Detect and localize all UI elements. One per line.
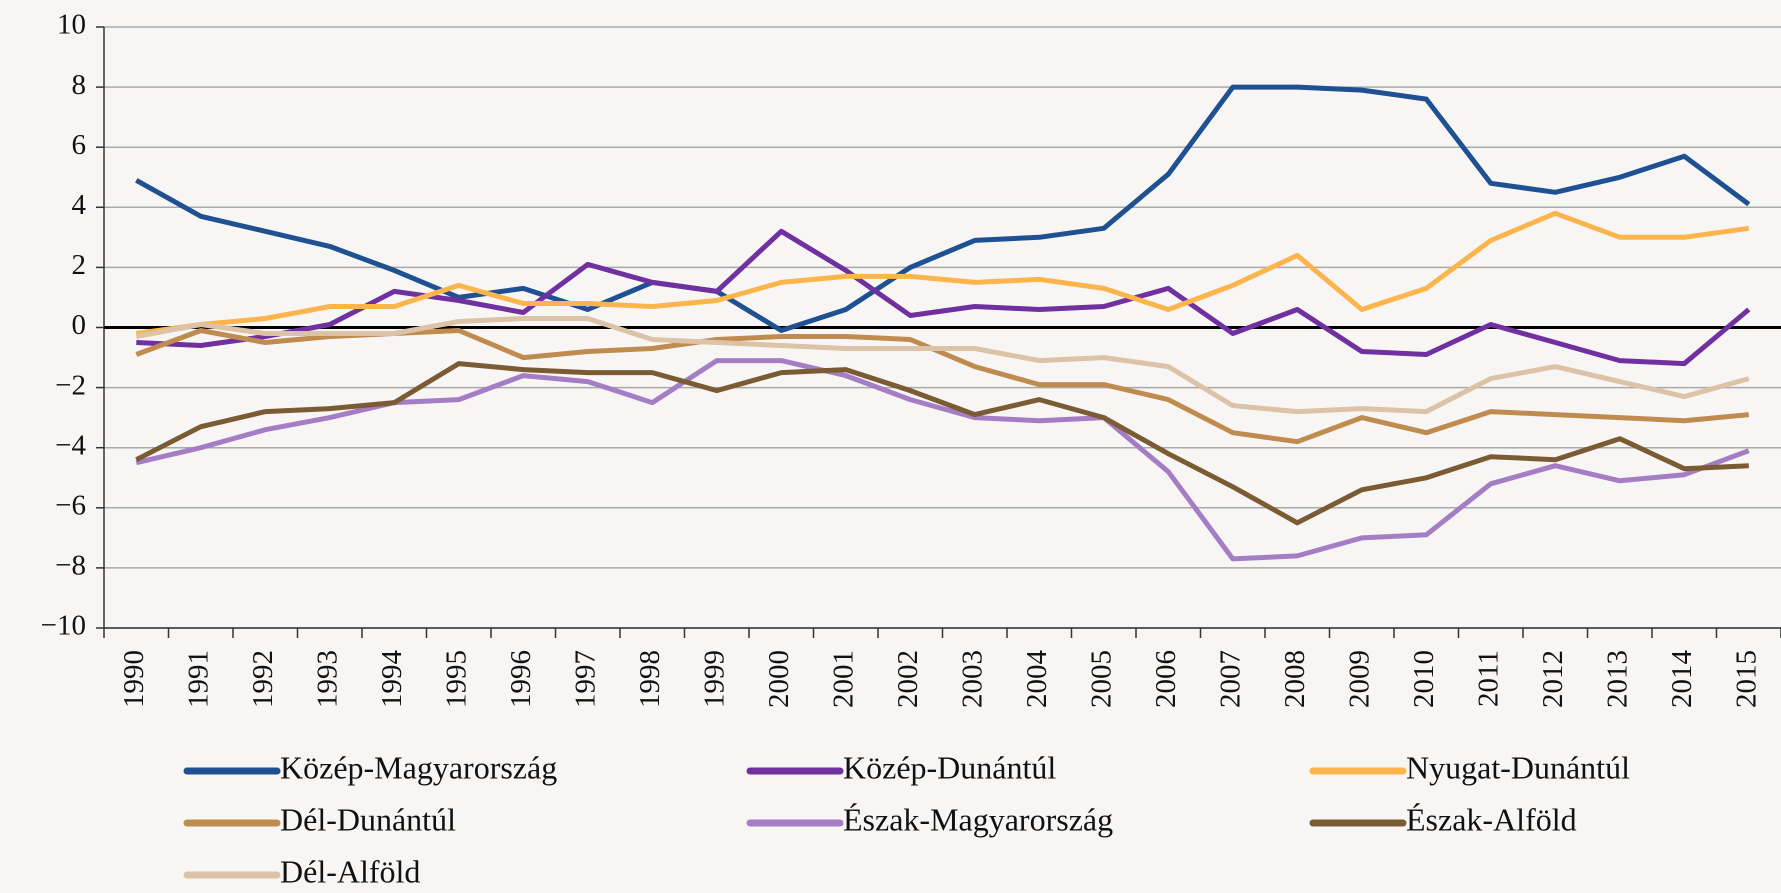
series-line bbox=[135, 358, 1750, 562]
x-tick-label: 2010 bbox=[1408, 650, 1440, 708]
x-tick-label: 2000 bbox=[763, 650, 795, 708]
y-tick-label: 8 bbox=[72, 69, 87, 101]
x-tick-label: 1990 bbox=[118, 650, 150, 708]
legend-label: Nyugat-Dunántúl bbox=[1406, 749, 1630, 785]
x-tick-label: 1995 bbox=[440, 650, 472, 708]
x-tick-label: 2013 bbox=[1601, 650, 1633, 708]
series-line bbox=[136, 228, 1751, 367]
x-tick-label: 2008 bbox=[1279, 650, 1311, 708]
y-tick-label: −2 bbox=[55, 369, 86, 401]
x-tick-label: 2015 bbox=[1730, 650, 1762, 708]
x-tick-label: 1998 bbox=[634, 650, 666, 708]
legend-label: Közép-Magyarország bbox=[280, 749, 557, 785]
x-tick-label: 2005 bbox=[1085, 650, 1117, 708]
y-tick-label: 2 bbox=[72, 249, 87, 281]
x-tick-label: 2009 bbox=[1343, 650, 1375, 708]
x-tick-label: 1999 bbox=[698, 650, 730, 708]
legend-label: Észak-Magyarország bbox=[843, 801, 1113, 837]
x-tick-label: 1994 bbox=[376, 650, 408, 709]
x-tick-label: 2001 bbox=[827, 650, 859, 708]
series-line bbox=[135, 210, 1750, 336]
x-tick-label: 2006 bbox=[1150, 650, 1182, 708]
y-tick-label: 4 bbox=[72, 189, 87, 221]
x-tick-label: 2007 bbox=[1214, 650, 1246, 708]
series-line bbox=[135, 316, 1750, 415]
legend-label: Dél-Alföld bbox=[280, 853, 420, 889]
y-tick-label: −4 bbox=[55, 429, 86, 461]
y-tick-label: −6 bbox=[55, 489, 86, 521]
x-tick-label: 2002 bbox=[892, 650, 924, 708]
x-tick-label: 2004 bbox=[1021, 650, 1053, 709]
x-tick-label: 2012 bbox=[1537, 650, 1569, 708]
legend-label: Közép-Dunántúl bbox=[843, 749, 1056, 785]
x-tick-label: 1996 bbox=[505, 650, 537, 708]
x-tick-label: 1997 bbox=[569, 650, 601, 708]
x-tick-label: 1991 bbox=[182, 650, 214, 708]
series-line bbox=[135, 84, 1751, 333]
legend-label: Észak-Alföld bbox=[1406, 801, 1577, 837]
x-tick-label: 2003 bbox=[956, 650, 988, 708]
y-tick-label: 0 bbox=[72, 309, 87, 341]
x-tick-label: 1992 bbox=[247, 650, 279, 708]
y-tick-label: −8 bbox=[55, 550, 86, 582]
y-tick-label: 10 bbox=[57, 9, 86, 41]
legend-label: Dél-Dunántúl bbox=[280, 801, 456, 837]
x-tick-label: 1993 bbox=[311, 650, 343, 708]
y-tick-label: −10 bbox=[41, 610, 86, 642]
x-tick-label: 2011 bbox=[1472, 650, 1504, 707]
x-tick-label: 2014 bbox=[1666, 650, 1698, 709]
series-line bbox=[135, 361, 1749, 526]
y-tick-label: 6 bbox=[72, 129, 87, 161]
